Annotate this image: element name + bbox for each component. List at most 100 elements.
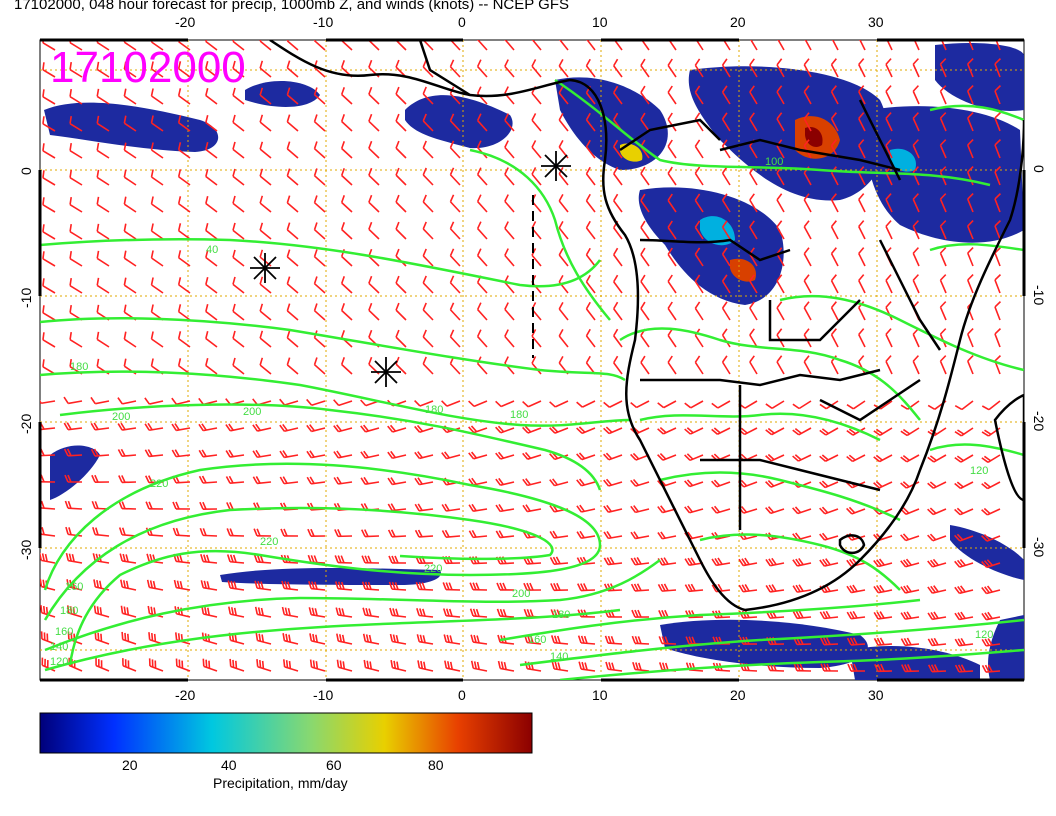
wind-barb (820, 663, 839, 672)
wind-barb (286, 60, 299, 78)
wind-barb (504, 248, 515, 267)
wind-barb (939, 220, 947, 240)
wind-barb (150, 169, 164, 186)
wind-barb (981, 585, 1001, 595)
wind-barb (286, 222, 299, 240)
wind-barb (667, 85, 677, 105)
wind-barb (259, 114, 272, 132)
wind-barb (765, 453, 785, 462)
wind-barb (900, 637, 920, 647)
wind-barb (966, 328, 974, 348)
border (819, 378, 921, 422)
wind-barb (225, 423, 245, 432)
wind-barb (255, 632, 272, 645)
contour-label: 200 (243, 406, 261, 418)
wind-barb (232, 276, 245, 294)
wind-barb (198, 475, 218, 484)
wind-barb (504, 140, 515, 159)
wind-barb (885, 112, 893, 132)
wind-barb (42, 89, 56, 105)
wind-barb (830, 40, 839, 51)
wind-barb (912, 274, 920, 294)
wind-barb (927, 611, 947, 621)
wind-barb (469, 582, 488, 591)
wind-barb (444, 660, 461, 672)
border (639, 238, 791, 262)
wind-barb (336, 659, 353, 672)
wind-barb (585, 40, 596, 51)
wind-barb (684, 505, 704, 514)
wind-barb (123, 115, 137, 132)
wind-barb (819, 558, 839, 567)
contour-labels: 40 180 200 220 220 200 180 180 160 140 1… (50, 156, 993, 668)
wind-barb (414, 503, 434, 512)
wind-barb (468, 530, 488, 539)
wind-barb (630, 531, 650, 540)
wind-barb (981, 559, 1001, 569)
wind-barb (334, 555, 353, 564)
wind-barb (873, 637, 893, 646)
wind-barb (803, 274, 812, 294)
wind-barb (939, 139, 947, 159)
lon-tick-label: 30 (868, 687, 884, 703)
wind-barb (65, 526, 83, 537)
wind-barb (144, 449, 164, 458)
wind-barb (225, 449, 245, 458)
border (418, 40, 471, 97)
contour-label: 220 (424, 563, 442, 575)
wind-barb (819, 427, 839, 436)
wind-barb (228, 606, 245, 618)
wind-barb (858, 139, 866, 159)
contour-label: 160 (528, 634, 546, 646)
wind-barb (150, 61, 164, 78)
wind-barb (819, 637, 839, 646)
wind-barb (416, 634, 434, 645)
wind-barb (259, 40, 272, 51)
wind-barb (640, 247, 650, 267)
wind-barb (885, 40, 893, 51)
wind-barb (66, 605, 83, 618)
wind-barb (118, 501, 137, 510)
wind-barb (281, 606, 299, 618)
contour-label: 160 (55, 626, 73, 638)
wind-barb (765, 506, 785, 515)
wind-barb (792, 610, 812, 620)
lon-tick-label: 0 (458, 14, 466, 30)
wind-barb (504, 194, 515, 213)
wind-barb (449, 329, 461, 348)
wind-barb (42, 116, 56, 132)
wind-barb (585, 301, 596, 321)
wind-barb (819, 532, 839, 541)
wind-barb (694, 220, 704, 240)
wind-barb (232, 195, 245, 213)
contour-label: 180 (70, 361, 88, 373)
wind-barb (830, 85, 839, 105)
wind-barb (927, 454, 947, 463)
wind-barb (694, 355, 704, 375)
wind-barb (981, 481, 1001, 490)
wind-barb (711, 479, 731, 488)
wind-barb (765, 584, 785, 593)
wind-barb (340, 141, 353, 159)
wind-barb (792, 454, 812, 462)
contour-label: 220 (260, 536, 278, 548)
wind-barb (64, 500, 83, 510)
wind-barb (120, 605, 137, 618)
wind-barb (395, 140, 407, 159)
wind-barb (994, 40, 1001, 51)
wind-barb (858, 40, 866, 51)
precip-patch (890, 148, 916, 172)
wind-barb (123, 142, 137, 159)
wind-barb (981, 400, 1001, 411)
wind-barb (558, 301, 569, 321)
wind-barb (177, 169, 191, 186)
wind-barb (232, 40, 245, 51)
wind-barb (858, 85, 866, 105)
wind-barb (585, 247, 596, 267)
wind-barb (792, 506, 812, 515)
wind-barb (69, 88, 83, 105)
wind-barb (531, 40, 542, 51)
wind-barb (721, 220, 731, 240)
wind-barb (306, 450, 326, 459)
wind-barb (994, 193, 1002, 213)
